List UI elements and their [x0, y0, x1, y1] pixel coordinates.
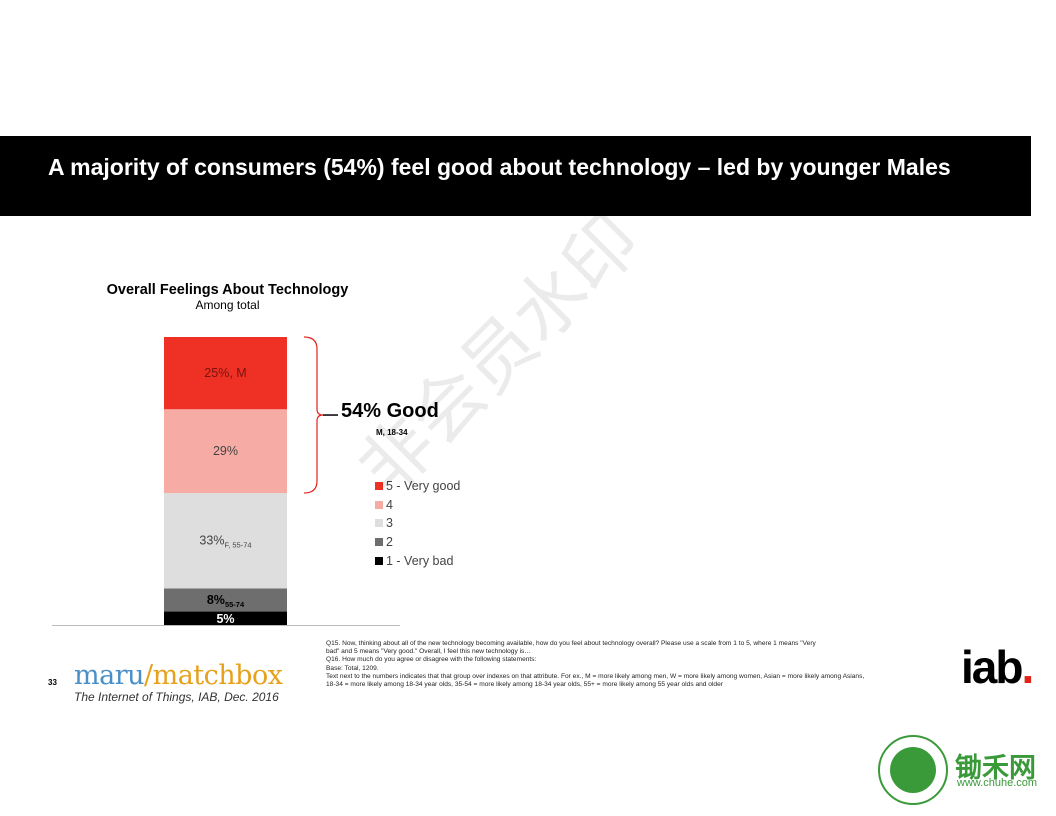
legend-item: 4	[375, 496, 460, 515]
page-number: 33	[48, 678, 57, 687]
logo-separator: /	[144, 660, 153, 691]
legend-item: 1 - Very bad	[375, 551, 460, 570]
legend-item: 3	[375, 514, 460, 533]
iab-logo: iab.	[961, 640, 1034, 694]
legend-swatch	[375, 556, 383, 565]
iab-logo-dot: .	[1021, 641, 1034, 693]
legend-label: 2	[386, 535, 393, 550]
legend-swatch	[375, 538, 383, 547]
source-citation: The Internet of Things, IAB, Dec. 2016	[74, 690, 279, 704]
legend-item: 5 - Very good	[375, 477, 460, 496]
legend-item: 2	[375, 533, 460, 552]
bar-segment	[164, 611, 287, 626]
legend-swatch	[375, 519, 383, 528]
legend-swatch	[375, 482, 383, 491]
bar-segment	[164, 493, 287, 589]
legend-label: 3	[386, 516, 393, 531]
footnote-line: Text next to the numbers indicates that …	[326, 672, 865, 680]
logo-part-maru: maru	[74, 660, 145, 691]
footnote-line: bad" and 5 means "Very good." Overall, I…	[326, 648, 531, 656]
data-label: 25%, M	[204, 366, 246, 380]
chart-title: Overall Feelings About Technology	[106, 282, 349, 298]
chuhe-logo-icon	[890, 747, 936, 793]
maru-matchbox-logo: maru/matchbox	[74, 660, 283, 691]
slide-title: A majority of consumers (54%) feel good …	[48, 154, 951, 180]
logo-part-matchbox: matchbox	[152, 660, 283, 691]
footnote: Q15. Now, thinking about all of the new …	[326, 640, 960, 689]
bar-segment	[164, 588, 287, 612]
bar-segment	[164, 337, 287, 410]
legend-label: 4	[386, 497, 393, 512]
legend-swatch	[375, 500, 383, 509]
chuhe-brand-name: 锄禾网	[955, 753, 1036, 783]
chuhe-logo-badge	[878, 735, 948, 805]
footnote-line: Q15. Now, thinking about all of the new …	[326, 640, 816, 647]
chart-legend: 5 - Very good 4 3 2 1 - Very bad	[375, 477, 460, 570]
good-annotation-sub: M, 18-34	[376, 428, 408, 437]
good-annotation-label: 54% Good	[341, 400, 439, 422]
data-label: 29%	[213, 444, 238, 458]
chart-subtitle: Among total	[195, 298, 260, 312]
title-bar	[0, 136, 1031, 216]
footnote-line: Q16. How much do you agree or disagree w…	[326, 656, 537, 664]
chuhe-brand-url: www.chuhe.com	[957, 777, 1038, 789]
footnote-line: 18-34 = more likely among 18-34 year old…	[326, 681, 723, 689]
bar-segment	[164, 409, 287, 494]
legend-label: 5 - Very good	[386, 479, 461, 494]
iab-logo-text: iab	[961, 641, 1023, 693]
data-label: 5%	[216, 612, 234, 626]
footnote-line: Base: Total, 1209.	[326, 664, 379, 672]
good-bracket	[303, 336, 324, 494]
legend-label: 1 - Very bad	[386, 553, 454, 568]
baseline-divider	[52, 625, 400, 626]
